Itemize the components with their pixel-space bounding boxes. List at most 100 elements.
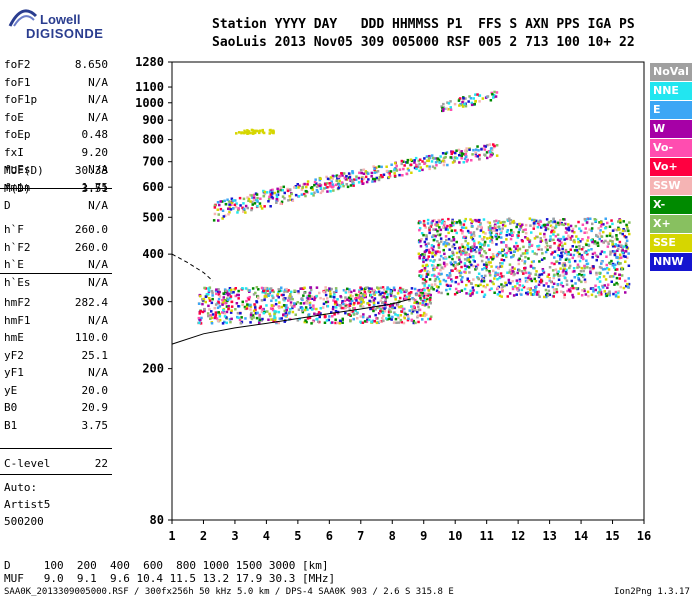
echo-point xyxy=(471,292,474,296)
echo-point xyxy=(331,174,335,178)
echo-point xyxy=(566,253,569,256)
echo-point xyxy=(249,321,252,324)
echo-point xyxy=(547,273,551,276)
echo-point xyxy=(362,172,366,175)
echo-point xyxy=(442,278,446,282)
x-axis: 1 2 3 4 5 6 7 8 9 10 11 12 13 14 15 16 xyxy=(168,520,651,543)
echo-point xyxy=(263,205,266,208)
echo-point xyxy=(308,295,312,298)
echo-point xyxy=(470,282,473,285)
echo-point xyxy=(334,287,338,290)
echo-point xyxy=(562,218,565,221)
echo-point xyxy=(452,237,456,241)
echo-point xyxy=(622,286,626,290)
echo-point xyxy=(532,260,535,263)
echo-point xyxy=(221,322,225,325)
echo-point xyxy=(514,247,518,250)
echo-point xyxy=(230,203,233,206)
echo-point xyxy=(400,310,403,313)
echo-point xyxy=(521,284,525,287)
echo-point xyxy=(506,246,510,250)
echo-point xyxy=(263,297,267,300)
echo-point xyxy=(300,297,304,300)
echo-point xyxy=(596,277,599,281)
echo-point xyxy=(204,300,207,304)
echo-point xyxy=(573,239,576,242)
echo-point xyxy=(458,246,462,249)
echo-point xyxy=(421,253,424,256)
echo-point xyxy=(198,302,201,305)
param-separator xyxy=(0,448,112,449)
echo-point xyxy=(366,302,370,305)
echo-point xyxy=(296,301,299,304)
x-tick-label: 10 xyxy=(448,529,462,543)
echo-point xyxy=(366,318,369,322)
echo-point xyxy=(352,184,355,187)
echo-point xyxy=(303,320,306,324)
echo-point xyxy=(315,307,318,311)
echo-point xyxy=(312,307,315,310)
echo-point xyxy=(505,244,508,247)
echo-point xyxy=(471,153,474,156)
echo-point xyxy=(490,265,493,268)
echo-point xyxy=(392,321,396,324)
echo-point xyxy=(419,274,423,278)
echo-point xyxy=(451,269,454,272)
echo-point xyxy=(557,278,561,281)
echo-point xyxy=(440,222,444,225)
echo-point xyxy=(464,251,467,254)
echo-point xyxy=(462,226,466,229)
echo-point xyxy=(517,287,520,290)
echo-point xyxy=(551,220,555,224)
echo-point xyxy=(229,208,233,211)
echo-point xyxy=(444,228,448,231)
echo-point xyxy=(459,260,463,264)
echo-point xyxy=(214,289,218,293)
echo-point xyxy=(535,252,538,256)
echo-point xyxy=(459,229,463,232)
echo-point xyxy=(235,132,238,135)
echo-point xyxy=(377,301,380,305)
echo-point xyxy=(382,288,386,291)
echo-point xyxy=(256,296,260,300)
echo-point xyxy=(225,321,228,325)
echo-point xyxy=(477,241,481,244)
echo-point xyxy=(564,258,568,261)
echo-point xyxy=(478,235,482,238)
echo-point xyxy=(458,258,461,261)
echo-point xyxy=(625,284,628,288)
echo-point xyxy=(265,191,269,194)
echo-point xyxy=(613,283,616,286)
echo-point xyxy=(528,217,532,220)
echo-point xyxy=(234,199,237,202)
echo-point xyxy=(216,306,220,309)
echo-point xyxy=(373,179,377,183)
echo-point xyxy=(460,226,464,229)
echo-point xyxy=(210,301,214,305)
param-key: h`Es xyxy=(4,275,31,289)
echo-point xyxy=(270,304,274,307)
echo-point xyxy=(498,276,501,280)
echo-point xyxy=(600,235,604,238)
echo-point xyxy=(609,239,612,243)
echo-point xyxy=(555,221,558,225)
echo-point xyxy=(460,280,464,284)
echo-point xyxy=(250,208,253,212)
echo-point xyxy=(460,103,464,107)
echo-point xyxy=(286,306,289,310)
echo-point xyxy=(378,175,382,179)
echo-point xyxy=(274,302,278,306)
echo-point xyxy=(257,320,261,323)
echo-point xyxy=(483,240,487,244)
echo-point xyxy=(331,307,335,311)
echo-point xyxy=(470,101,473,105)
echo-point xyxy=(435,224,439,227)
echo-point xyxy=(529,288,532,291)
echo-point xyxy=(268,132,271,135)
echo-point xyxy=(269,290,272,293)
echo-point xyxy=(514,285,517,288)
echo-point xyxy=(474,154,478,158)
echo-point xyxy=(579,229,583,233)
echo-point xyxy=(388,287,391,291)
echo-point xyxy=(617,247,620,250)
